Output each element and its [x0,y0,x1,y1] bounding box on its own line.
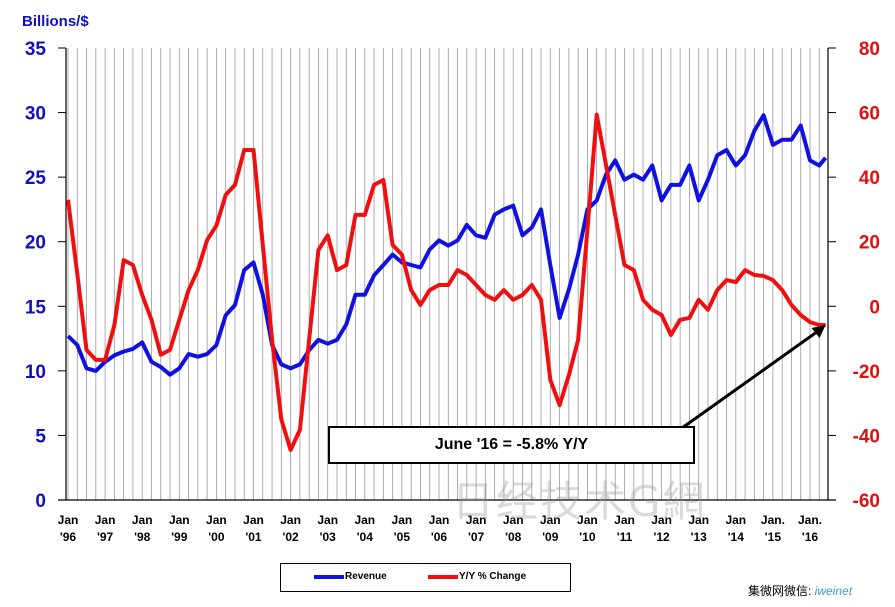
x-tick-label: Jan. [798,513,822,527]
x-tick-label: '02 [282,530,299,544]
x-tick-label: '00 [208,530,225,544]
x-tick-label: Jan [243,513,264,527]
x-tick-label: '99 [171,530,188,544]
y-tick-label: 5 [35,426,46,447]
y-tick-label: 15 [25,297,47,318]
y2-tick-label: 0 [869,297,880,318]
x-tick-label: '11 [617,530,633,544]
x-tick-label: '12 [653,530,670,544]
y-tick-label: 0 [35,491,46,512]
y2-tick-label: 20 [859,233,880,254]
y2-tick-label: 80 [859,39,880,60]
y-tick-label: 20 [25,233,46,254]
watermark: 日经技术G網 [452,477,707,526]
x-tick-label: Jan [206,513,227,527]
x-tick-label: '13 [691,530,708,544]
y2-tick-label: -20 [853,362,880,383]
x-tick-label: Jan [688,513,709,527]
x-tick-label: '15 [765,530,782,544]
y2-tick-label: -60 [853,491,880,512]
credit: 集微网微信: iweinet [748,582,852,599]
legend-revenue: Revenue [314,571,387,582]
x-tick-label: Jan [651,513,672,527]
x-tick-label: Jan [466,513,487,527]
x-tick-label: Jan [614,513,635,527]
y-tick-label: 10 [25,362,46,383]
annotation-box: June '16 = -5.8% Y/Y [328,426,695,464]
x-tick-label: '03 [320,530,337,544]
y2-tick-label: 60 [859,104,880,125]
x-tick-label: Jan [169,513,190,527]
x-tick-label: Jan [58,513,79,527]
x-tick-label: Jan [577,513,598,527]
x-tick-label: Jan [392,513,413,527]
x-tick-label: '14 [728,530,745,544]
x-tick-label: Jan [725,513,746,527]
y2-tick-label: 40 [859,168,880,189]
legend: Revenue Y/Y % Change [280,563,571,592]
legend-label-revenue: Revenue [345,571,387,582]
y2-tick-label: -40 [853,426,880,447]
x-tick-label: '05 [394,530,411,544]
credit-handle: iweinet [814,584,853,598]
x-tick-label: '97 [97,530,114,544]
y-axis-label: Billions/$ [22,13,89,30]
y-tick-label: 30 [25,104,46,125]
x-tick-label: '04 [357,530,374,544]
legend-yy: Y/Y % Change [428,571,526,582]
x-tick-label: Jan [317,513,338,527]
annotation-arrow [681,328,821,430]
x-tick-label: '08 [505,530,522,544]
credit-prefix: 集微网微信: [748,584,815,598]
x-tick-label: '09 [542,530,559,544]
legend-swatch-revenue [314,574,344,579]
x-tick-label: '07 [468,530,485,544]
x-tick-label: Jan [280,513,301,527]
x-tick-label: '96 [60,530,77,544]
x-tick-label: Jan [503,513,524,527]
x-tick-label: Jan [354,513,375,527]
x-tick-label: '16 [802,530,819,544]
x-tick-label: Jan [95,513,116,527]
arrow-head-icon [811,325,826,339]
legend-swatch-yy [428,574,458,579]
x-tick-label: Jan. [761,513,785,527]
y-tick-label: 35 [25,39,47,60]
legend-label-yy: Y/Y % Change [459,571,527,582]
x-tick-label: '06 [431,530,448,544]
x-tick-label: Jan [132,513,153,527]
series-line-revenue [66,113,828,377]
y-tick-label: 25 [25,168,47,189]
x-tick-label: Jan [540,513,561,527]
x-tick-label: Jan [429,513,450,527]
x-tick-label: '98 [134,530,151,544]
x-tick-label: '01 [245,530,262,544]
x-tick-label: '10 [579,530,596,544]
